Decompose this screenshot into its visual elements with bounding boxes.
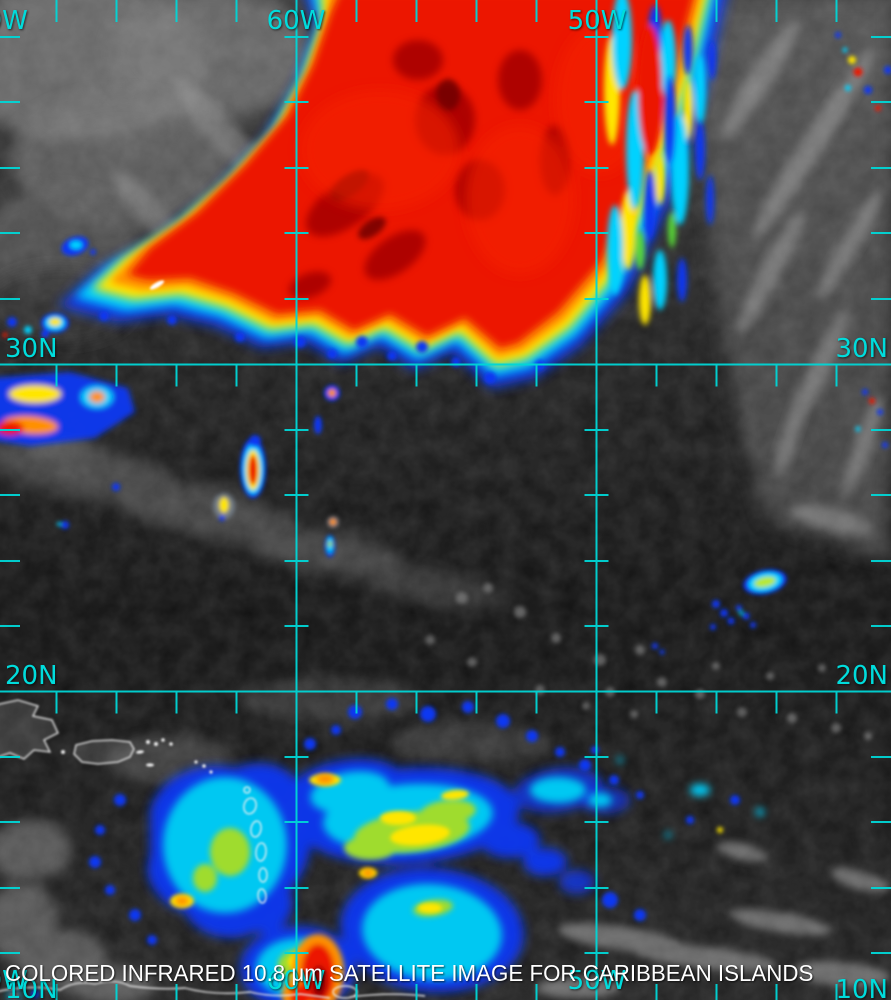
virgin-islands [61, 738, 213, 774]
lat-label-10n-left: 10N [5, 975, 58, 1000]
lat-label-10n-right: 10N [835, 975, 888, 1000]
lesser-antilles-arc [243, 786, 268, 904]
lon-label-70w-top: 70W [0, 6, 28, 36]
lat-label-20n-left: 20N [5, 661, 58, 691]
lon-label-60w-top: 60W [266, 6, 326, 36]
lat-label-30n-right: 30N [835, 334, 888, 364]
isolated-convective-cells [0, 32, 891, 655]
top-edge-ticks [55, 0, 838, 22]
meridian-50w-ticks [584, 36, 609, 954]
lon-label-60w-bottom: 60W [266, 966, 326, 996]
caption-block: COLORED INFRARED 10.8 μm SATELLITE IMAGE… [5, 910, 838, 1000]
tropical-convection-field [8, 698, 764, 1000]
parallel-30n-ticks [55, 364, 838, 387]
meridian-60w-ticks [284, 36, 309, 954]
right-edge-ticks [871, 36, 891, 954]
lon-label-70w-bottom: 70W [0, 966, 28, 996]
puerto-rico-coastline [73, 739, 135, 765]
lon-label-50w-bottom: 50W [567, 966, 627, 996]
parallel-20n-ticks [55, 691, 838, 714]
hispaniola-coastline [0, 699, 59, 760]
frontal-cloud-system [58, 0, 726, 388]
lon-label-50w-top: 50W [567, 6, 627, 36]
caption-title: COLORED INFRARED 10.8 μm SATELLITE IMAGE… [5, 960, 814, 986]
lat-label-30n-left: 30N [5, 334, 58, 364]
bottom-edge-ticks [55, 984, 838, 1000]
lat-label-20n-right: 20N [835, 661, 888, 691]
left-edge-ticks [0, 36, 20, 954]
